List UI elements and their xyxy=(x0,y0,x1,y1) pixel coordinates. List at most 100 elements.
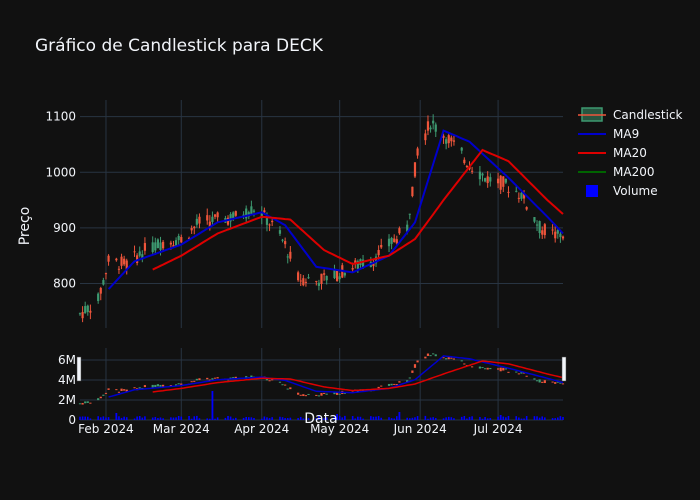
candle-body xyxy=(387,238,391,247)
candle-body xyxy=(554,231,557,239)
range-slider-handle xyxy=(561,356,567,382)
price-candles xyxy=(78,114,565,323)
volume-bar xyxy=(450,417,453,420)
volume-bar xyxy=(359,416,362,420)
volume-bar xyxy=(424,415,427,420)
volume-bar xyxy=(333,416,336,420)
volume-bar xyxy=(562,416,564,420)
candle-body xyxy=(517,197,520,199)
legend-label: MA200 xyxy=(613,165,654,179)
mini-candle xyxy=(317,395,321,397)
candle-body xyxy=(141,254,144,260)
mini-candle xyxy=(398,381,401,383)
volume-bar xyxy=(89,418,92,420)
mini-candle xyxy=(169,384,172,386)
range-slider[interactable] xyxy=(76,356,567,382)
candle-body xyxy=(471,170,474,172)
candle-body xyxy=(522,193,526,199)
price-grid xyxy=(80,100,563,328)
candle-body xyxy=(211,216,214,222)
candle-body xyxy=(297,272,300,281)
mini-candle xyxy=(320,393,323,396)
legend-item[interactable]: MA200 xyxy=(578,165,654,179)
mini-candle xyxy=(195,378,198,381)
candle-body xyxy=(302,278,305,286)
volume-bar xyxy=(463,415,466,420)
candle-body xyxy=(538,221,541,234)
volume-bar xyxy=(302,418,305,420)
candle-body xyxy=(361,259,365,268)
volume-bar xyxy=(351,416,354,420)
volume-bar xyxy=(281,417,284,420)
legend-item[interactable]: MA20 xyxy=(578,146,647,160)
candle-body xyxy=(398,228,401,234)
candle-body xyxy=(281,239,284,241)
candle-body xyxy=(424,133,427,141)
volume-bar xyxy=(393,418,396,420)
mini-candle xyxy=(307,393,310,395)
candle-body xyxy=(343,272,346,276)
mini-candle xyxy=(447,357,450,360)
candle-body xyxy=(260,212,263,218)
volume-bar xyxy=(406,417,408,420)
mini-candle xyxy=(99,396,102,399)
mini-candle xyxy=(408,377,411,379)
volume-bar xyxy=(79,416,81,420)
candle-body xyxy=(172,245,175,248)
candle-body xyxy=(263,210,266,213)
candle-body xyxy=(208,221,211,227)
mini-candle xyxy=(271,379,274,381)
mini-candle xyxy=(232,377,235,379)
candle-body xyxy=(515,190,518,192)
legend-item[interactable]: MA9 xyxy=(578,127,639,141)
legend-item[interactable]: Volume xyxy=(586,184,658,198)
x-tick-label: Mar 2024 xyxy=(153,422,210,436)
volume-bar xyxy=(107,417,110,420)
legend-label: MA9 xyxy=(613,127,639,141)
mini-candle xyxy=(559,382,562,384)
mini-candle xyxy=(507,371,510,373)
mini-candle xyxy=(78,403,82,405)
mini-candle xyxy=(159,384,162,387)
volume-bar xyxy=(157,418,159,420)
volume-bar xyxy=(118,416,120,420)
mini-candle xyxy=(268,380,271,382)
volume-bar xyxy=(227,415,229,420)
mini-candle xyxy=(496,368,500,370)
mini-candle xyxy=(161,384,165,387)
volume-bar xyxy=(271,417,273,420)
legend[interactable]: Candlestick MA9 MA20 MA200 Volume xyxy=(578,107,683,198)
candle-body xyxy=(198,216,201,224)
volume-bar xyxy=(170,417,172,420)
candle-body xyxy=(463,159,466,164)
volume-bar xyxy=(180,416,183,420)
mini-candle xyxy=(483,368,487,370)
candle-body xyxy=(411,186,414,197)
volume-bar xyxy=(375,416,377,420)
volume-bar xyxy=(541,416,544,420)
volume-bar xyxy=(551,418,554,420)
volume-bar xyxy=(177,415,180,420)
candle-body xyxy=(143,243,147,251)
volume-bar xyxy=(286,418,289,420)
mini-candle xyxy=(535,380,539,382)
volume-bar xyxy=(133,418,136,420)
volume-bar xyxy=(445,417,447,420)
mini-candle xyxy=(450,357,453,359)
volume-bar xyxy=(141,417,144,420)
legend-item[interactable]: Candlestick xyxy=(578,107,683,122)
mini-candle xyxy=(81,402,84,405)
volume-bar xyxy=(214,418,216,420)
volume-bar xyxy=(520,418,523,420)
x-tick-label: May 2024 xyxy=(310,422,369,436)
candle-body xyxy=(252,210,256,212)
candle-body xyxy=(408,213,411,215)
candle-body xyxy=(380,244,383,248)
mini-candle xyxy=(286,388,289,390)
volume-bar xyxy=(99,417,102,420)
volume-bar xyxy=(507,415,510,420)
candle-body xyxy=(232,212,235,219)
mini-candle xyxy=(123,389,126,391)
mini-candle xyxy=(97,398,100,401)
volume-bar xyxy=(136,416,138,420)
